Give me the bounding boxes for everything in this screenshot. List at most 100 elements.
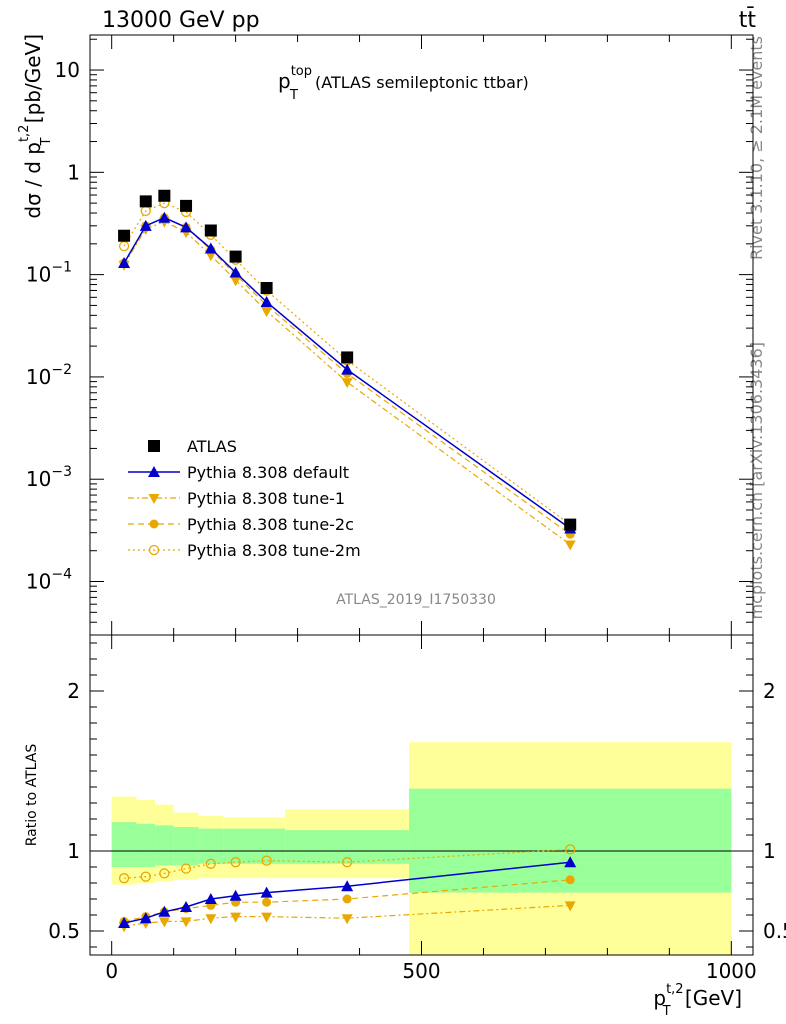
main-line-pythia-8-308-tune-1 [123, 220, 571, 545]
main-point-pythia-8-308-default [180, 221, 193, 233]
legend-marker-pythia-8-308-tune-2c [149, 519, 159, 529]
main-point-atlas [118, 229, 131, 242]
legend-label-pythia-8-308-tune-2c: Pythia 8.308 tune-2c [187, 515, 354, 534]
legend-item-atlas: ATLAS [148, 437, 237, 456]
main-point-atlas [204, 224, 217, 237]
legend-marker-pythia-8-308-tune-2m [148, 544, 160, 556]
ratio-point-pythia-8-308-tune-1 [230, 912, 242, 923]
main-y-axis-label: dσ / d pt,2 T [pb/GeV] [17, 34, 54, 219]
ratio-point-pythia-8-308-default [229, 889, 242, 901]
ratio-point-pythia-8-308-tune-2m [261, 855, 272, 866]
main-series-pythia-8-308-default [118, 211, 577, 534]
main-series-atlas [118, 189, 577, 531]
main-point-pythia-8-308-default [118, 256, 131, 268]
main-y-tick-label: 10−1 [26, 260, 72, 287]
ratio-point-pythia-8-308-tune-1 [564, 901, 576, 912]
main-point-pythia-8-308-default [139, 219, 152, 231]
ratio-point-pythia-8-308-default [260, 886, 273, 898]
legend: ATLAS Pythia 8.308 default Pythia 8.308 tu… [128, 437, 361, 560]
legend-item-pythia-8-308-tune-2c: Pythia 8.308 tune-2c [128, 515, 354, 534]
ratio-band-inner [111, 822, 137, 867]
ratio-band-inner [136, 823, 156, 867]
ratio-point-pythia-8-308-tune-1 [180, 917, 192, 928]
ratio-point-pythia-8-308-default [204, 893, 217, 904]
main-point-pythia-8-308-tune-1 [230, 276, 242, 287]
process-label: tt̄ [739, 7, 757, 33]
main-point-pythia-8-308-tune-1 [261, 307, 273, 318]
ratio-band-inner [223, 828, 249, 864]
ratio-band-inner [155, 825, 174, 866]
ratio-point-pythia-8-308-default [564, 856, 577, 868]
ratio-point-pythia-8-308-tune-2m [230, 857, 241, 868]
main-y-tick-label: 1 [67, 160, 80, 184]
main-point-pythia-8-308-default [341, 363, 354, 375]
rivet-version-label: Rivet 3.1.10, ≥ 2.1M events [747, 36, 766, 260]
panel-title: ptop T (ATLAS semileptonic ttbar) [278, 64, 529, 103]
legend-label-atlas: ATLAS [187, 437, 237, 456]
ratio-band-inner [409, 788, 732, 893]
legend-marker-pythia-8-308-default [148, 466, 160, 477]
ratio-point-pythia-8-308-tune-2c [262, 897, 272, 907]
main-y-tick-label: 10−4 [26, 567, 72, 594]
legend-item-pythia-8-308-default: Pythia 8.308 default [128, 463, 349, 482]
mcplots-reference-label: mcplots.cern.ch [arXiv:1306.3436] [747, 342, 766, 619]
main-point-pythia-8-308-tune-1 [205, 251, 217, 262]
ratio-band-inner [198, 828, 224, 864]
ratio-point-pythia-8-308-tune-1 [261, 912, 273, 923]
main-point-pythia-8-308-default [229, 266, 242, 278]
ratio-y-axis-label: Ratio to ATLAS [24, 744, 40, 847]
main-point-atlas [139, 195, 152, 208]
ratio-uncertainty-bands [90, 742, 753, 955]
analysis-id-label: ATLAS_2019_I1750330 [336, 592, 496, 608]
ratio-point-pythia-8-308-tune-2m [159, 868, 170, 879]
ratio-band-inner [173, 827, 199, 866]
ratio-point-pythia-8-308-tune-2m [180, 863, 192, 874]
ratio-point-pythia-8-308-tune-2c [342, 894, 352, 904]
main-point-pythia-8-308-default [260, 295, 273, 307]
ratio-point-pythia-8-308-default [180, 901, 193, 912]
energy-label: 13000 GeV pp [102, 8, 260, 33]
ratio-point-pythia-8-308-tune-1 [205, 914, 217, 925]
ratio-y-tick-label-left: 1 [67, 839, 80, 863]
ratio-point-pythia-8-308-default [139, 912, 152, 924]
main-point-atlas [341, 351, 354, 364]
main-point-atlas [564, 518, 577, 531]
main-panel-series [118, 189, 577, 551]
legend-marker-atlas [148, 440, 160, 452]
ratio-band-inner [248, 828, 286, 864]
ratio-point-pythia-8-308-tune-2m [140, 871, 151, 882]
main-point-pythia-8-308-tune-1 [564, 540, 576, 551]
ratio-panel-series [118, 844, 577, 933]
legend-marker-pythia-8-308-tune-1 [148, 494, 160, 504]
main-point-pythia-8-308-default [204, 242, 217, 254]
legend-item-pythia-8-308-tune-2m: Pythia 8.308 tune-2m [128, 541, 361, 560]
ratio-series-pythia-8-308-default [118, 856, 577, 928]
legend-label-pythia-8-308-default: Pythia 8.308 default [187, 463, 349, 482]
ratio-y-tick-label-left: 0.5 [48, 919, 80, 943]
ratio-band-inner [285, 830, 410, 864]
main-y-tick-label: 10 [55, 58, 80, 82]
legend-label-pythia-8-308-tune-2m: Pythia 8.308 tune-2m [187, 541, 361, 560]
x-axis-label: pt,2 T [GeV] [653, 982, 742, 1019]
ratio-point-pythia-8-308-tune-1 [158, 917, 170, 928]
main-point-atlas [229, 250, 242, 263]
main-point-atlas [158, 189, 171, 202]
main-y-tick-label: 10−2 [26, 362, 72, 389]
ratio-point-pythia-8-308-tune-2m [118, 873, 130, 884]
ratio-point-pythia-8-308-default [118, 917, 131, 928]
ratio-point-pythia-8-308-default [341, 880, 354, 892]
ratio-series-pythia-8-308-tune-2m [118, 844, 576, 884]
main-point-pythia-8-308-tune-2m [118, 240, 130, 252]
ratio-y-tick-label-right: 0.5 [763, 919, 786, 943]
main-point-pythia-8-308-default [158, 211, 171, 223]
ratio-point-pythia-8-308-tune-2m [341, 857, 353, 868]
ratio-point-pythia-8-308-tune-2c [565, 875, 575, 885]
main-point-atlas [180, 199, 193, 212]
ratio-point-pythia-8-308-tune-2m [205, 858, 216, 869]
legend-item-pythia-8-308-tune-1: Pythia 8.308 tune-1 [128, 489, 345, 508]
x-tick-label: 0 [105, 959, 118, 983]
ratio-y-tick-label-right: 1 [763, 839, 776, 863]
ratio-point-pythia-8-308-default [158, 905, 171, 917]
main-y-tick-label: 10−3 [26, 464, 72, 491]
